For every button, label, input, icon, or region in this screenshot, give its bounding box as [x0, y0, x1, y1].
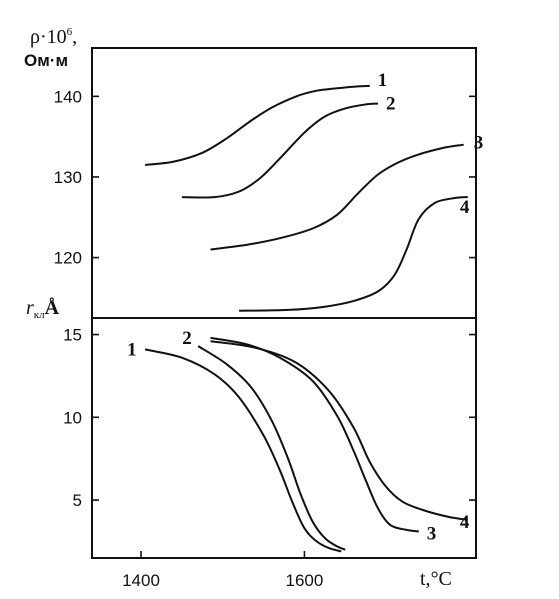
bottom-xlabel-unit: °C: [431, 568, 452, 590]
bottom-ylabel: rклÅ: [26, 296, 60, 321]
bottom-series-1-line: [144, 348, 342, 553]
top-ytick-label: 140: [54, 87, 82, 106]
top-series-2-line: [181, 102, 379, 199]
top-yunit: Ом·м: [24, 51, 68, 70]
bottom-series-2-line: [197, 345, 346, 551]
top-panel-frame: [91, 47, 477, 319]
top-ylabel-main: ρ·10: [30, 26, 67, 48]
top-series-4-label: 4: [460, 197, 470, 218]
bottom-ytick-label: 15: [63, 326, 82, 345]
bottom-xlabel: t,°C: [420, 568, 452, 590]
top-series-3-line: [210, 143, 464, 251]
top-series-1-line: [144, 84, 370, 166]
bottom-ytick-label: 5: [73, 491, 82, 510]
bottom-series-3-label: 3: [427, 524, 437, 545]
top-ylabel: ρ·106,: [30, 26, 77, 48]
bottom-x-ticks: 1400 1600: [122, 551, 323, 590]
bottom-ylabel-sub: кл: [34, 309, 45, 321]
bottom-series-4-label: 4: [460, 512, 470, 533]
top-series-4-line: [239, 196, 468, 312]
top-ylabel-suffix: ,: [72, 26, 77, 48]
bottom-series-1-label: 1: [127, 339, 137, 360]
top-ytick-label: 120: [54, 249, 82, 268]
top-y-ticks: 120 130 140: [54, 87, 476, 268]
top-series-1-label: 1: [378, 70, 388, 91]
top-series-group: [144, 84, 468, 312]
bottom-series-4-line: [210, 340, 468, 521]
bottom-y-ticks: 5 10 15: [63, 326, 476, 510]
top-series-2-label: 2: [386, 94, 396, 115]
top-ylabel-exponent: 6: [67, 26, 73, 38]
xtick-label: 1400: [122, 571, 160, 590]
top-series-3-label: 3: [474, 133, 484, 154]
bottom-xlabel-main: t,: [420, 568, 431, 590]
xtick-label: 1600: [286, 571, 324, 590]
bottom-series-3-line: [210, 336, 419, 533]
bottom-ylabel-main: r: [26, 297, 34, 319]
top-ytick-label: 130: [54, 168, 82, 187]
bottom-ylabel-unit: Å: [45, 296, 60, 319]
series-labels: 1 2 3 4 1 2 3 4: [127, 70, 483, 545]
bottom-series-2-label: 2: [182, 328, 192, 349]
bottom-ytick-label: 10: [63, 408, 82, 427]
bottom-series-group: [144, 336, 468, 553]
bottom-panel-frame: [91, 317, 477, 559]
